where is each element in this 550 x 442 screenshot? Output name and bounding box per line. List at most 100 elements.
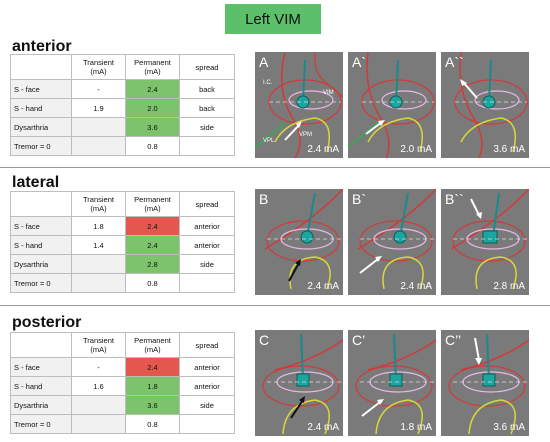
table-row: S - face 1.8 2.4 anterior [10, 216, 235, 236]
current-label: 2.0 mA [400, 144, 432, 155]
ic-label: I.C. [263, 80, 273, 86]
table-row: Tremor = 0 0.8 [10, 273, 235, 293]
current-label: 3.6 mA [493, 422, 525, 433]
stim-table-anterior: Transient (mA) Permanent (mA) spread S -… [10, 54, 235, 156]
header-permanent: Permanent (mA) [125, 332, 180, 358]
spread-cell: anterior [179, 216, 235, 236]
table-row: Dysarthria 3.6 side [10, 395, 235, 415]
table-row: Dysarthria 2.8 side [10, 254, 235, 274]
thalamus-outline-drawing [355, 333, 436, 435]
spread-cell: back [179, 98, 235, 118]
current-label: 3.6 mA [493, 144, 525, 155]
current-label: 2.4 mA [307, 144, 339, 155]
current-label: 2.4 mA [307, 422, 339, 433]
header-empty [10, 54, 72, 80]
transient-cell: 1.9 [71, 98, 126, 118]
row-name: S - hand [10, 98, 72, 118]
thalamus-outline-drawing [357, 189, 436, 290]
permanent-cell: 2.8 [125, 254, 180, 274]
table-row: Tremor = 0 0.8 [10, 136, 235, 156]
thalamus-outline-drawing [262, 333, 343, 435]
stim-table-posterior: Transient (mA) Permanent (mA) spread S -… [10, 332, 235, 434]
mri-panel: B`` 2.8 mA [441, 189, 529, 295]
mri-panel: C’’ 3.6 mA [441, 330, 529, 436]
table-row: Dysarthria 3.6 side [10, 117, 235, 137]
table-row: S - hand 1.4 2.4 anterior [10, 235, 235, 255]
table-row: Tremor = 0 0.8 [10, 414, 235, 434]
stim-table-lateral: Transient (mA) Permanent (mA) spread S -… [10, 191, 235, 293]
transient-cell [71, 395, 126, 415]
panel-label: B` [352, 191, 366, 207]
transient-cell: - [71, 79, 126, 99]
permanent-cell: 0.8 [125, 136, 180, 156]
thalamus-outline-drawing [448, 333, 529, 435]
table-row: S - hand 1.6 1.8 anterior [10, 376, 235, 396]
row-name: S - hand [10, 235, 72, 255]
header-permanent: Permanent (mA) [125, 191, 180, 217]
mri-panel: A` 2.0 mA [348, 52, 436, 158]
spread-cell: side [179, 254, 235, 274]
table-row: S - hand 1.9 2.0 back [10, 98, 235, 118]
transient-cell: 1.6 [71, 376, 126, 396]
row-name: S - face [10, 216, 72, 236]
row-name: Dysarthria [10, 254, 72, 274]
section-label-anterior: anterior [12, 38, 72, 55]
current-label: 1.8 mA [400, 422, 432, 433]
mri-panel: A`` 3.6 mA [441, 52, 529, 158]
row-name: Dysarthria [10, 395, 72, 415]
spread-cell: back [179, 79, 235, 99]
permanent-cell: 3.6 [125, 117, 180, 137]
table-row: S - face - 2.4 anterior [10, 357, 235, 377]
mri-panel: A I.C. VIM VPL VPM 2.4 mA [255, 52, 343, 158]
header-transient: Transient (mA) [71, 332, 126, 358]
permanent-cell: 3.6 [125, 395, 180, 415]
panel-label: C’ [352, 332, 366, 348]
header-spread: spread [179, 332, 235, 358]
transient-cell: - [71, 357, 126, 377]
spread-cell [179, 136, 235, 156]
thalamus-outline-drawing [255, 52, 343, 158]
section-label-lateral: lateral [12, 174, 60, 191]
permanent-cell: 2.4 [125, 357, 180, 377]
transient-cell [71, 254, 126, 274]
spread-cell [179, 273, 235, 293]
mri-panel: B 2.4 mA [255, 189, 343, 295]
page-title: Left VIM [225, 4, 321, 34]
permanent-cell: 2.0 [125, 98, 180, 118]
permanent-cell: 1.8 [125, 376, 180, 396]
row-name: Dysarthria [10, 117, 72, 137]
section-divider [0, 167, 550, 168]
panel-label: B`` [445, 191, 464, 207]
vim-label: VIM [323, 90, 334, 96]
current-label: 2.4 mA [307, 281, 339, 292]
row-name: Tremor = 0 [10, 414, 72, 434]
row-name: S - face [10, 357, 72, 377]
header-transient: Transient (mA) [71, 54, 126, 80]
permanent-cell: 0.8 [125, 414, 180, 434]
transient-cell [71, 117, 126, 137]
current-label: 2.8 mA [493, 281, 525, 292]
thalamus-outline-drawing [348, 52, 435, 158]
row-name: S - hand [10, 376, 72, 396]
row-name: Tremor = 0 [10, 273, 72, 293]
header-transient: Transient (mA) [71, 191, 126, 217]
spread-cell: side [179, 395, 235, 415]
table-row: S - face - 2.4 back [10, 79, 235, 99]
mri-panel: B` 2.4 mA [348, 189, 436, 295]
vpl-label: VPL [263, 138, 275, 144]
panel-label: A [259, 54, 269, 70]
current-label: 2.4 mA [400, 281, 432, 292]
thalamus-outline-drawing [264, 189, 343, 290]
thalamus-outline-drawing [454, 52, 528, 158]
row-name: Tremor = 0 [10, 136, 72, 156]
thalamus-outline-drawing [450, 189, 529, 290]
header-spread: spread [179, 191, 235, 217]
header-spread: spread [179, 54, 235, 80]
section-label-posterior: posterior [12, 314, 82, 331]
panel-label: C [259, 332, 270, 348]
spread-cell: anterior [179, 376, 235, 396]
spread-cell [179, 414, 235, 434]
permanent-cell: 0.8 [125, 273, 180, 293]
mri-panel: C 2.4 mA [255, 330, 343, 436]
header-permanent: Permanent (mA) [125, 54, 180, 80]
